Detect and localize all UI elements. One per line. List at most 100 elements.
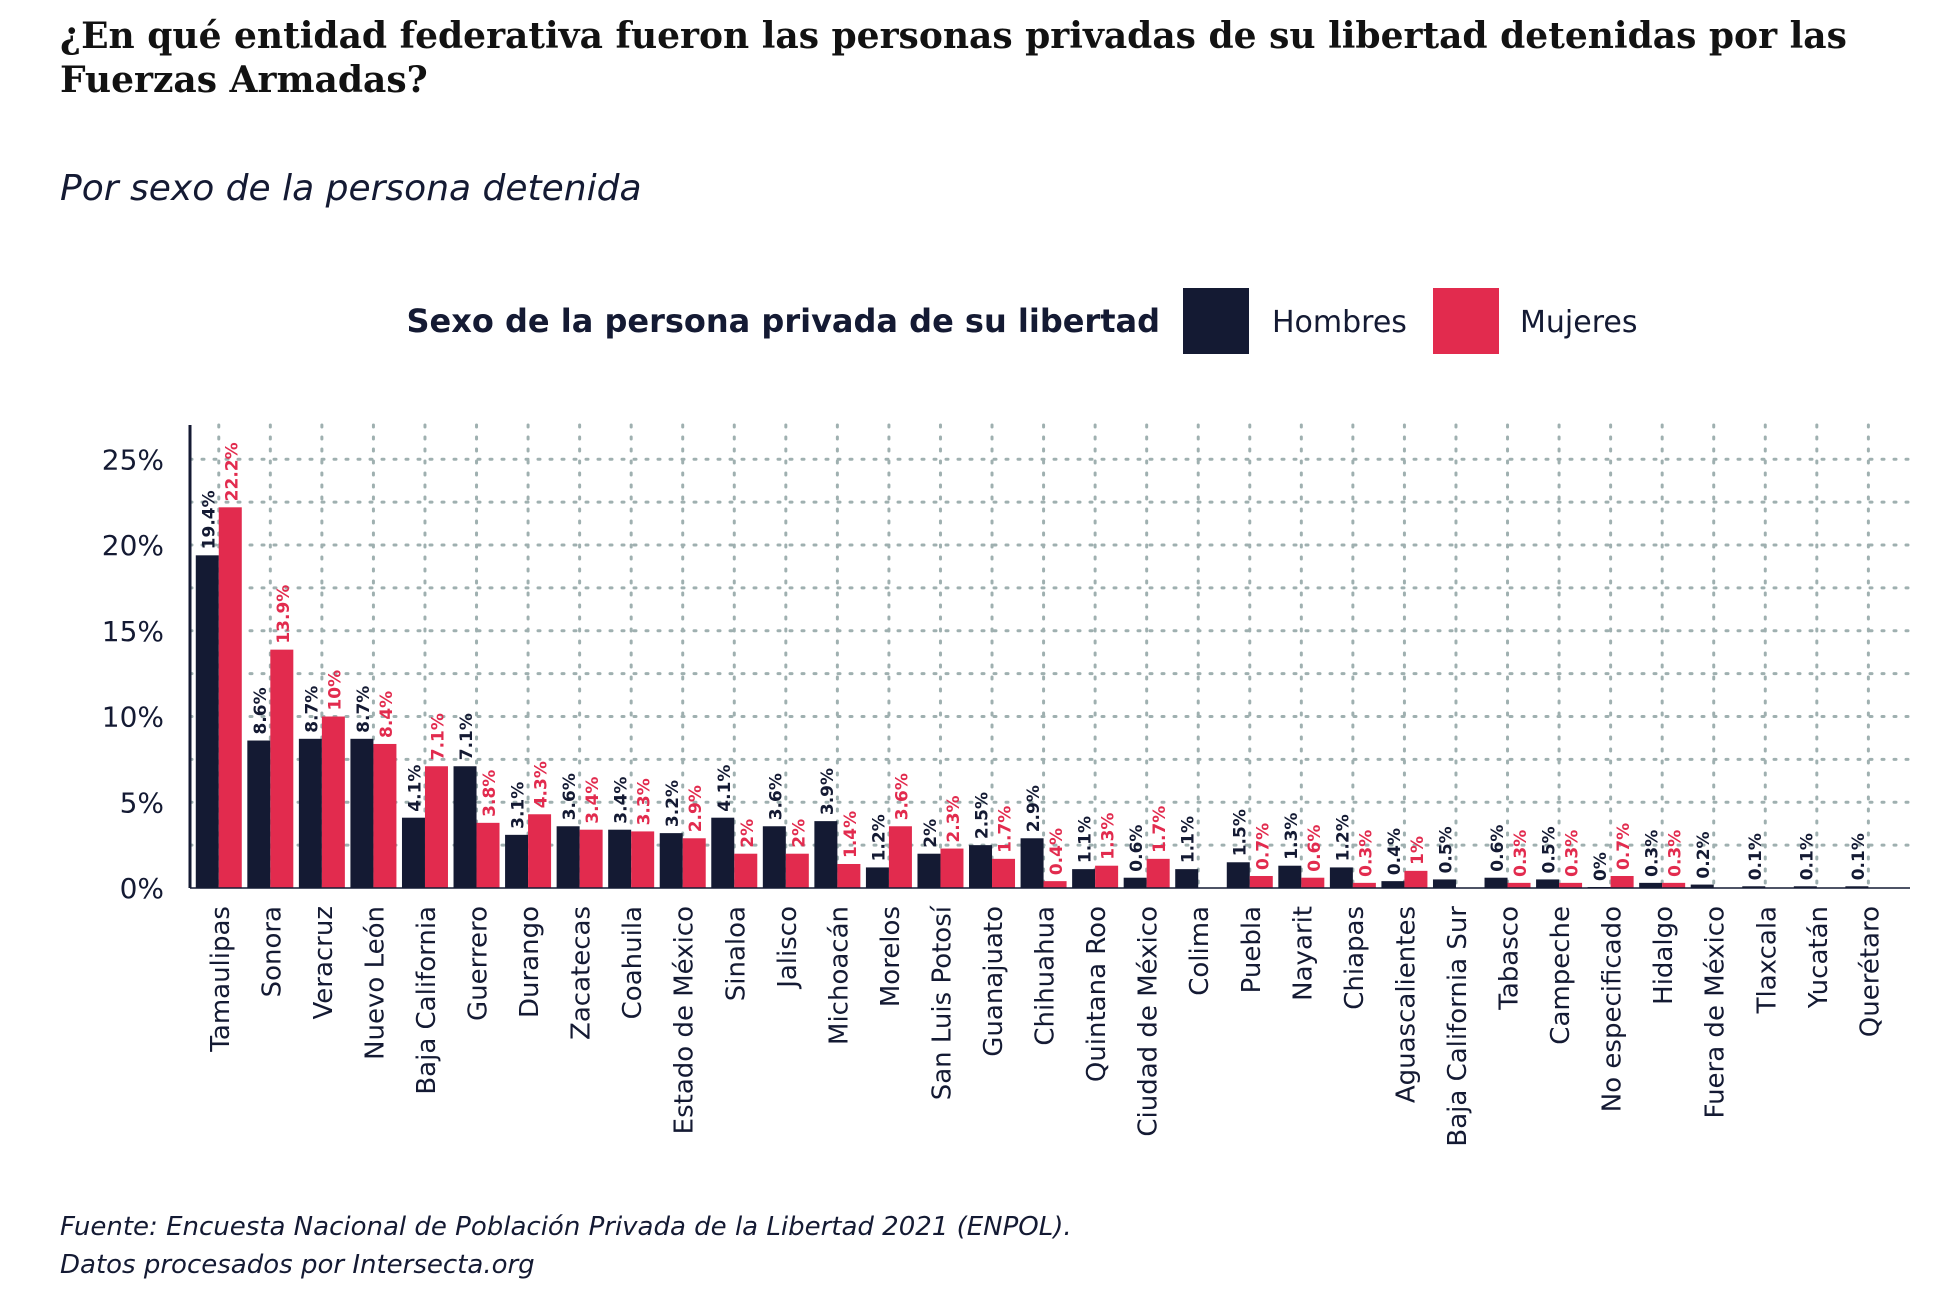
bar-hombres bbox=[401, 817, 425, 888]
bar-hombres bbox=[1536, 879, 1560, 888]
legend-label-hombres: Hombres bbox=[1272, 305, 1407, 340]
x-tick-label: Zacatecas bbox=[567, 906, 597, 1040]
bar-mujeres bbox=[682, 838, 706, 888]
bar-mujeres bbox=[528, 814, 552, 888]
x-tick-label: Yucatán bbox=[1804, 906, 1834, 1009]
x-tick-label: Puebla bbox=[1237, 906, 1267, 993]
bar-label-hombres: 8.7% bbox=[354, 686, 374, 733]
bar-label-hombres: 1.1% bbox=[1076, 816, 1096, 863]
bar-label-hombres: 0.3% bbox=[1643, 830, 1663, 877]
x-tick-label: Sonora bbox=[257, 906, 287, 997]
bar-label-hombres: 0.5% bbox=[1436, 826, 1456, 873]
x-tick-label: Estado de México bbox=[670, 906, 700, 1134]
bar-label-mujeres: 2% bbox=[738, 819, 758, 848]
x-tick-label: Tabasco bbox=[1495, 906, 1525, 1011]
chart-title: ¿En qué entidad federativa fueron las pe… bbox=[60, 15, 1847, 101]
bar-label-hombres: 4.1% bbox=[405, 765, 425, 812]
bar-mujeres bbox=[1043, 881, 1067, 888]
bar-mujeres bbox=[1352, 882, 1376, 888]
bar-label-mujeres: 0.6% bbox=[1305, 825, 1325, 872]
bar-label-hombres: 1.3% bbox=[1282, 813, 1302, 860]
x-tick-label: San Luis Potosí bbox=[927, 905, 957, 1100]
x-tick-label: Sinaloa bbox=[721, 906, 751, 1001]
x-tick-label: Colima bbox=[1185, 906, 1215, 996]
x-tick-label: Tlaxcala bbox=[1752, 906, 1782, 1014]
x-tick-label: Aguascalientes bbox=[1391, 906, 1421, 1103]
x-tick-label: Baja California Sur bbox=[1443, 906, 1473, 1147]
bar-label-mujeres: 4.3% bbox=[532, 761, 552, 808]
bar-label-hombres: 0% bbox=[1591, 852, 1611, 881]
bar-label-hombres: 0.1% bbox=[1797, 833, 1817, 880]
bar-mujeres bbox=[321, 716, 345, 888]
bar-label-hombres: 0.1% bbox=[1849, 833, 1869, 880]
bar-label-hombres: 2% bbox=[921, 819, 941, 848]
bar-mujeres bbox=[1249, 875, 1273, 888]
bar-label-hombres: 0.4% bbox=[1385, 828, 1405, 875]
y-tick-label: 25% bbox=[102, 443, 164, 476]
bar-label-hombres: 2.5% bbox=[973, 792, 993, 839]
x-tick-label: Veracruz bbox=[309, 906, 339, 1020]
bar-label-mujeres: 0.3% bbox=[1666, 830, 1686, 877]
bar-label-hombres: 0.1% bbox=[1746, 833, 1766, 880]
bar-label-hombres: 3.4% bbox=[612, 777, 632, 824]
bar-hombres bbox=[505, 834, 529, 888]
x-tick-label: Tamaulipas bbox=[206, 906, 236, 1053]
bar-hombres bbox=[1020, 838, 1044, 888]
bar-label-mujeres: 1.7% bbox=[996, 806, 1016, 853]
bar-label-mujeres: 10% bbox=[325, 670, 345, 711]
bar-mujeres bbox=[785, 853, 809, 888]
bar-label-mujeres: 2.3% bbox=[944, 795, 964, 842]
bar-label-mujeres: 2.9% bbox=[686, 785, 706, 832]
bar-label-hombres: 0.2% bbox=[1694, 831, 1714, 878]
x-tick-label: Fuera de México bbox=[1701, 906, 1731, 1118]
bar-label-mujeres: 22.2% bbox=[222, 442, 242, 501]
bar-label-mujeres: 2% bbox=[789, 819, 809, 848]
x-tick-label: Coahuila bbox=[618, 906, 648, 1019]
bar-hombres bbox=[195, 555, 219, 888]
bar-hombres bbox=[1690, 884, 1714, 888]
legend-swatch-mujeres bbox=[1433, 288, 1499, 354]
bar-hombres bbox=[1226, 862, 1250, 888]
bar-hombres bbox=[556, 826, 580, 888]
bar-label-hombres: 4.1% bbox=[715, 765, 735, 812]
bar-hombres bbox=[711, 817, 735, 888]
bar-hombres bbox=[917, 853, 941, 888]
bar-hombres bbox=[1278, 865, 1302, 888]
bar-hombres bbox=[969, 845, 993, 888]
bar-label-hombres: 3.9% bbox=[818, 768, 838, 815]
chart-subtitle: Por sexo de la persona detenida bbox=[60, 168, 642, 209]
bar-label-mujeres: 1% bbox=[1408, 836, 1428, 865]
bar-hombres bbox=[814, 821, 838, 888]
bar-label-mujeres: 3.3% bbox=[635, 778, 655, 825]
x-tick-label: Jalisco bbox=[773, 906, 803, 990]
x-tick-label: Michoacán bbox=[824, 906, 854, 1045]
bar-hombres bbox=[659, 833, 683, 888]
bar-mujeres bbox=[1301, 877, 1325, 888]
x-tick-label: Guanajuato bbox=[979, 906, 1009, 1057]
bar-mujeres bbox=[476, 822, 500, 888]
bar-label-mujeres: 0.4% bbox=[1047, 828, 1067, 875]
bar-hombres bbox=[247, 740, 271, 888]
y-axis: 0% 5% 10% 15% 20% 25% bbox=[102, 425, 192, 905]
bar-hombres bbox=[608, 829, 632, 888]
x-tick-label: Chihuahua bbox=[1031, 906, 1061, 1046]
bar-mujeres bbox=[1146, 858, 1170, 888]
y-tick-label: 10% bbox=[102, 701, 164, 734]
bar-label-mujeres: 3.8% bbox=[480, 770, 500, 817]
bar-mujeres bbox=[1662, 882, 1686, 888]
bar-label-mujeres: 8.4% bbox=[377, 691, 397, 738]
bar-label-hombres: 0.5% bbox=[1540, 826, 1560, 873]
legend-title: Sexo de la persona privada de su liberta… bbox=[407, 302, 1161, 340]
bar-label-hombres: 8.6% bbox=[251, 687, 271, 734]
bar-hombres bbox=[1381, 881, 1405, 888]
bar-mujeres bbox=[579, 829, 603, 888]
bar-hombres bbox=[1123, 877, 1147, 888]
bar-mujeres bbox=[1404, 870, 1428, 888]
bar-mujeres bbox=[837, 863, 861, 888]
bar-mujeres bbox=[940, 848, 964, 888]
bar-label-mujeres: 3.4% bbox=[583, 777, 603, 824]
caption-processed-by: Datos procesados por Intersecta.org bbox=[60, 1250, 535, 1280]
bar-mujeres bbox=[1507, 882, 1531, 888]
bar-label-hombres: 1.2% bbox=[1333, 814, 1353, 861]
bars bbox=[195, 507, 1869, 888]
